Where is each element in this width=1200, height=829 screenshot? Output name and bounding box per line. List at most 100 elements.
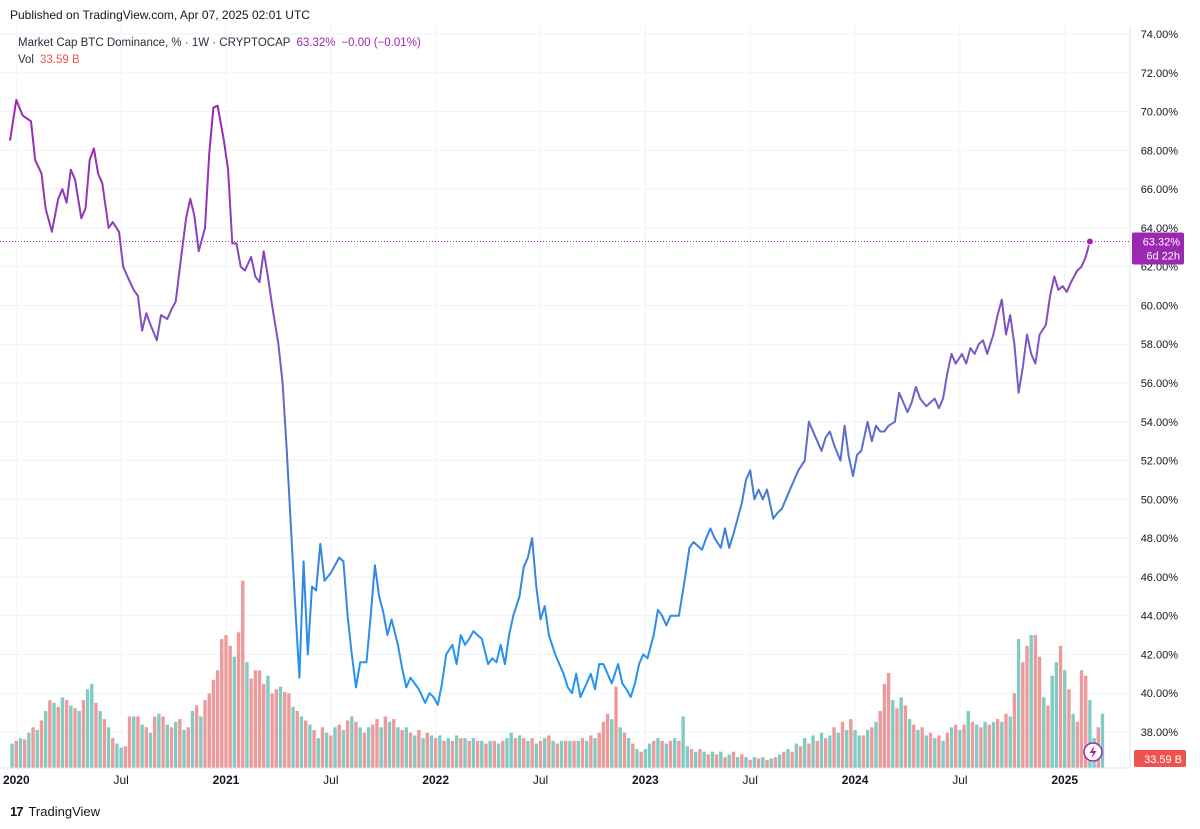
volume-bar [949, 727, 954, 768]
volume-bar [740, 754, 744, 768]
volume-bar [828, 735, 832, 768]
volume-bar [689, 749, 694, 768]
volume-bar [358, 727, 362, 768]
volume-bar [807, 743, 811, 768]
volume-bar [371, 724, 375, 768]
y-tick-label: 66.00% [1141, 184, 1179, 196]
volume-bar [664, 743, 669, 768]
y-tick-label: 58.00% [1141, 339, 1179, 351]
volume-bar [891, 700, 895, 768]
legend-row-vol: Vol 33.59 B [18, 52, 421, 69]
volume-bar [941, 740, 945, 768]
volume-bar [903, 705, 908, 768]
volume-bar [249, 678, 253, 768]
volume-bar [643, 749, 648, 768]
y-tick-label: 52.00% [1141, 456, 1179, 468]
volume-bar [215, 670, 220, 768]
volume-bar [698, 749, 702, 768]
volume-bar [916, 730, 920, 768]
chart-canvas[interactable]: 74.00% 72.00% 70.00% 68.00% 66.00% 64.00% 62.0… [0, 26, 1200, 798]
volume-bar [1050, 675, 1054, 768]
volume-bar [513, 738, 518, 768]
x-tick-label: Jul [743, 773, 758, 787]
volume-bar [752, 757, 757, 768]
x-tick-label: 2025 [1051, 773, 1078, 787]
volume-bar [543, 738, 547, 768]
volume-bar [132, 716, 136, 768]
volume-bar [178, 719, 182, 768]
volume-bar [815, 740, 820, 768]
volume-bar [484, 743, 488, 768]
volume-bar [1046, 705, 1050, 768]
volume-bar [362, 732, 367, 768]
volume-bar [685, 746, 689, 768]
x-tick-label: 2022 [422, 773, 449, 787]
volume-bar [69, 705, 73, 768]
volume-bar [547, 735, 551, 768]
x-tick-label: Jul [113, 773, 128, 787]
volume-bar [48, 700, 52, 768]
volume-bar [157, 713, 161, 768]
x-tick-label: 2020 [3, 773, 30, 787]
volume-bar [555, 743, 559, 768]
volume-bar [1025, 645, 1029, 768]
volume-bar [723, 757, 727, 768]
volume-bar [228, 645, 232, 768]
volume-bar [199, 716, 203, 768]
y-tick-label: 72.00% [1141, 68, 1179, 80]
volume-bar [1084, 675, 1088, 768]
y-tick-label: 40.00% [1141, 688, 1179, 700]
volume-tag-value: 33.59 B [1144, 754, 1182, 766]
volume-bar [626, 738, 631, 768]
volume-bar [735, 757, 740, 768]
volume-bar [878, 711, 882, 768]
volume-bar [886, 673, 891, 768]
volume-bar [312, 730, 316, 768]
volume-bar [123, 746, 128, 768]
tradingview-logo[interactable]: 17 TradingView [10, 804, 100, 819]
volume-bar [1042, 697, 1046, 768]
volume-bar [652, 740, 656, 768]
volume-bar [446, 738, 450, 768]
volume-bar [517, 735, 522, 768]
volume-bar [681, 716, 685, 768]
volume-bar [182, 730, 186, 768]
volume-bar [400, 730, 404, 768]
volume-tag [1134, 750, 1186, 767]
volume-bar [165, 724, 169, 768]
volume-bar [530, 738, 534, 768]
volume-bar [1058, 645, 1063, 768]
volume-bar [119, 747, 123, 768]
volume-bar [995, 719, 1000, 768]
volume-bar [241, 580, 245, 768]
volume-bar [832, 727, 836, 768]
volume-bar [912, 724, 916, 768]
y-tick-label: 48.00% [1141, 533, 1179, 545]
volume-bar [819, 732, 824, 768]
x-axis: 2020 Jul 2021 Jul 2022 Jul 2023 Jul 2024 Jul 2025 [0, 767, 1130, 787]
volume-bar [169, 727, 174, 768]
volume-bar [756, 758, 761, 768]
volume-bar [350, 716, 354, 768]
volume-bar [148, 732, 153, 768]
volume-bar [589, 735, 593, 768]
volume-bar [660, 740, 664, 768]
volume-bar [811, 735, 815, 768]
volume-bar [702, 751, 706, 768]
volume-bar [14, 740, 18, 768]
volume-bar [865, 730, 870, 768]
volume-bar [748, 759, 752, 768]
volume-bar [1100, 713, 1105, 768]
price-tag-countdown: 6d 22h [1146, 250, 1180, 262]
x-tick-label: 2021 [213, 773, 240, 787]
legend-symbol[interactable]: Market Cap BTC Dominance, % · 1W · CRYPT… [18, 37, 291, 49]
volume-bar [584, 740, 589, 768]
volume-bar [303, 720, 308, 768]
volume-bar [442, 740, 446, 768]
volume-bar [656, 738, 660, 768]
volume-bar [236, 632, 241, 768]
volume-bar [425, 732, 429, 768]
volume-bar [140, 724, 144, 768]
volume-bar [492, 740, 497, 768]
volume-bar [1079, 670, 1084, 768]
